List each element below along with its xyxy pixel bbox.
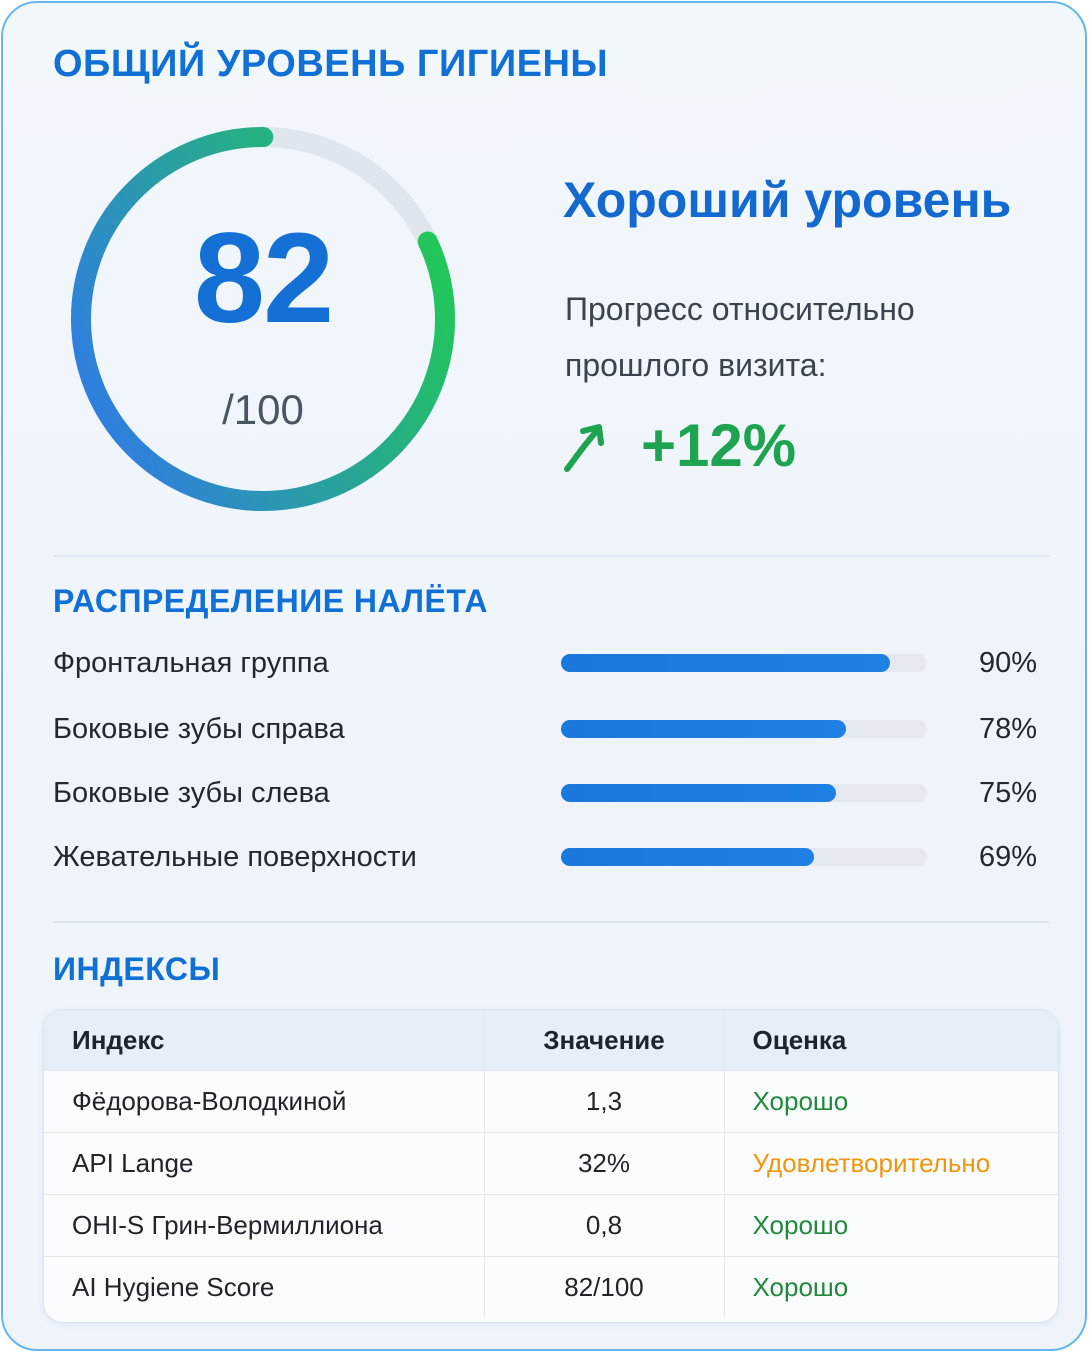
plaque-section-title: РАСПРЕДЕЛЕНИЕ НАЛЁТА [53,583,489,619]
progress-change: +12% [641,411,797,479]
plaque-bar-track [561,720,927,738]
index-grade: Хорошо [724,1194,1058,1257]
table-header-row: Индекс Значение Оценка [44,1010,1058,1071]
index-value: 0,8 [484,1194,725,1257]
index-name: AI Hygiene Score [44,1256,485,1318]
plaque-row-value: 90% [978,647,1037,679]
score-value: 82 [193,207,334,350]
score-ring [71,127,455,511]
plaque-row: Фронтальная группа 90% [53,643,1043,683]
index-grade: Хорошо [724,1070,1058,1133]
table-row: API Lange 32% Удовлетворительно [44,1132,1058,1195]
index-grade: Хорошо [752,1272,849,1302]
divider [53,555,1049,557]
plaque-row-value: 78% [978,713,1037,745]
column-header-value: Значение [484,1010,725,1071]
arrow-up-right-icon [564,424,604,472]
plaque-row: Боковые зубы слева 75% [53,773,1043,813]
index-name: OHI-S Грин-Вермиллиона [44,1194,485,1257]
page-title: ОБЩИЙ УРОВЕНЬ ГИГИЕНЫ [53,43,609,85]
indices-section-title: ИНДЕКСЫ [53,951,221,987]
plaque-row-value: 75% [978,777,1037,809]
score-gauge: 82 /100 [63,119,463,519]
column-header-grade: Оценка [724,1010,1058,1071]
plaque-bar-track [561,654,927,672]
plaque-row-label: Боковые зубы слева [53,777,330,809]
plaque-row: Боковые зубы справа 78% [53,709,1043,749]
table-row: AI Hygiene Score 82/100 Хорошо [44,1256,1058,1318]
index-grade: Удовлетворительно [724,1132,1058,1195]
progress-caption: Прогресс относительно прошлого визита: [565,291,915,383]
plaque-bar-fill [561,720,847,738]
plaque-bar-fill [561,784,836,802]
column-header-index: Индекс [44,1010,485,1071]
table-row: Фёдорова-Володкиной 1,3 Хорошо [44,1070,1058,1133]
index-value: 32% [484,1132,725,1195]
plaque-row-label: Жевательные поверхности [53,841,417,873]
index-name: API Lange [44,1132,485,1195]
indices-table: Индекс Значение Оценка Фёдорова-Володкин… [43,1009,1059,1323]
table-row: OHI-S Грин-Вермиллиона 0,8 Хорошо [44,1194,1058,1257]
index-value: 82/100 [484,1256,725,1318]
plaque-bar-track [561,848,927,866]
plaque-row-label: Фронтальная группа [53,647,329,679]
divider [53,921,1049,923]
progress-trend: +12% [561,411,797,479]
index-name: Фёдорова-Володкиной [44,1070,485,1133]
plaque-row-value: 69% [978,841,1037,873]
plaque-bar-fill [561,848,814,866]
index-value: 1,3 [484,1070,725,1133]
score-ring-fill [71,127,455,511]
score-max: /100 [222,386,304,433]
plaque-row-label: Боковые зубы справа [53,713,345,745]
plaque-row: Жевательные поверхности 69% [53,837,1043,877]
level-title: Хороший уровень [563,172,1012,228]
plaque-bar-fill [561,654,891,672]
plaque-bar-track [561,784,927,802]
